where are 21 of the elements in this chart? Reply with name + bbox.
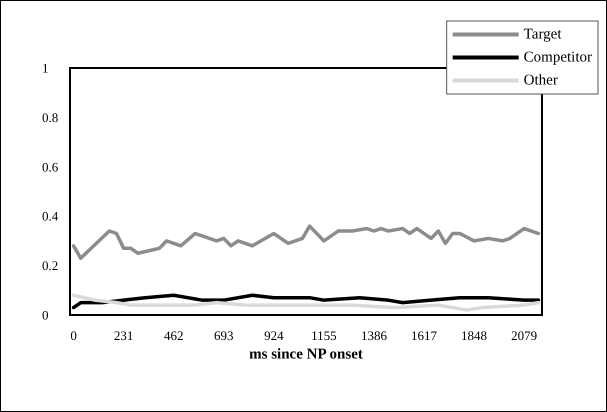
x-tick-label: 231 — [114, 328, 134, 343]
x-tick-label: 1617 — [411, 328, 438, 343]
legend-label: Other — [524, 72, 558, 88]
x-tick-label: 462 — [164, 328, 184, 343]
x-tick-label: 1386 — [360, 328, 388, 343]
x-tick-label: 1848 — [461, 328, 488, 343]
x-tick-label: 2079 — [511, 328, 538, 343]
y-tick-label: 0.6 — [42, 159, 59, 174]
x-tick-label: 693 — [214, 328, 234, 343]
x-tick-label: 924 — [264, 328, 284, 343]
y-tick-label: 0.4 — [42, 208, 59, 224]
y-tick-label: 1 — [42, 60, 48, 76]
x-tick-label: 0 — [70, 328, 77, 343]
legend-label: Target — [524, 26, 562, 42]
line-series — [72, 224, 540, 260]
y-tick-label: 0 — [42, 308, 48, 322]
x-axis-title: ms since NP onset — [249, 346, 363, 362]
x-tick-label: 1155 — [311, 328, 337, 343]
y-tick-label: 0.2 — [42, 258, 58, 274]
legend-label: Competitor — [524, 50, 592, 66]
y-tick-label: 0.8 — [42, 110, 58, 125]
